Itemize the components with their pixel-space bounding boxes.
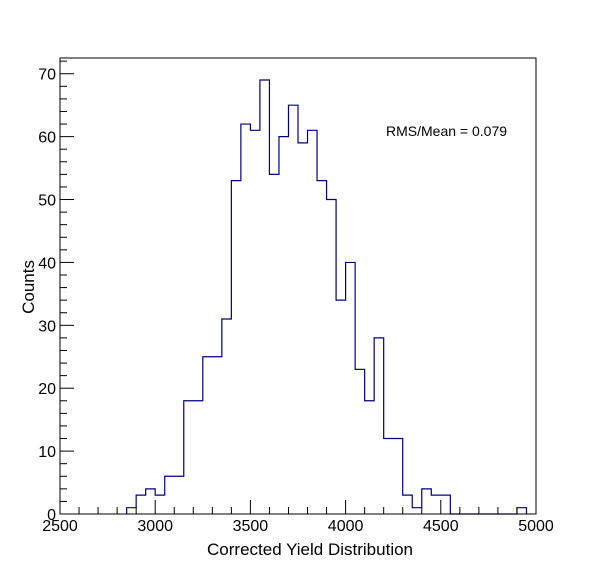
histogram-bin bbox=[241, 124, 251, 514]
histogram-bin bbox=[250, 130, 260, 514]
histogram-bin bbox=[165, 476, 175, 514]
histogram-bin bbox=[193, 401, 203, 514]
histogram-bin bbox=[231, 181, 241, 514]
histogram-bin bbox=[136, 495, 146, 514]
x-tick-label: 5000 bbox=[518, 518, 554, 535]
histogram-bin bbox=[146, 489, 156, 514]
histogram-bin bbox=[288, 105, 298, 514]
tick-labels: 2500 3000 3500 4000 4500 5000 0 10 20 30 40 50 60 70 bbox=[38, 67, 554, 535]
histogram-outline bbox=[126, 79, 528, 515]
y-tick-label: 20 bbox=[38, 381, 56, 398]
y-tick-label: 10 bbox=[38, 444, 56, 461]
y-tick-label: 30 bbox=[38, 318, 56, 335]
histogram-bin bbox=[355, 369, 365, 514]
histogram-bin bbox=[517, 508, 527, 514]
histogram-bin bbox=[412, 508, 422, 514]
histogram-bin bbox=[155, 495, 165, 514]
histogram-bin bbox=[269, 174, 279, 514]
x-tick-label: 4000 bbox=[328, 518, 364, 535]
histogram-bin bbox=[127, 508, 137, 514]
y-tick-label: 70 bbox=[38, 67, 56, 84]
histogram-bin bbox=[212, 357, 222, 514]
x-tick-label: 3000 bbox=[137, 518, 173, 535]
histogram-bin bbox=[336, 300, 346, 514]
x-axis-label: Corrected Yield Distribution bbox=[207, 540, 413, 559]
histogram-bin bbox=[431, 495, 441, 514]
histogram-bin bbox=[203, 357, 213, 514]
histogram-bin bbox=[279, 137, 289, 514]
histogram-bin bbox=[184, 401, 194, 514]
rms-mean-annotation: RMS/Mean = 0.079 bbox=[386, 123, 507, 139]
histogram-bin bbox=[403, 495, 413, 514]
histogram-bin bbox=[374, 338, 384, 514]
histogram-bin bbox=[222, 319, 232, 514]
histogram-layer bbox=[126, 79, 528, 515]
histogram-bin bbox=[365, 401, 375, 514]
histogram-bin bbox=[260, 80, 270, 514]
y-tick-label: 40 bbox=[38, 255, 56, 272]
histogram-bin bbox=[317, 181, 327, 514]
x-tick-label: 4500 bbox=[423, 518, 459, 535]
histogram-bin bbox=[422, 489, 432, 514]
histogram-bin bbox=[308, 130, 318, 514]
y-axis-label: Counts bbox=[19, 260, 38, 314]
y-tick-label: 0 bbox=[47, 507, 56, 524]
x-tick-label: 3500 bbox=[233, 518, 269, 535]
y-tick-label: 50 bbox=[38, 193, 56, 210]
plot-frame bbox=[59, 57, 537, 515]
histogram-bin bbox=[346, 262, 356, 514]
histogram-bin bbox=[441, 495, 451, 514]
histogram-bin bbox=[327, 200, 337, 514]
histogram-bin bbox=[393, 439, 403, 514]
x-tick-label: 2500 bbox=[42, 518, 78, 535]
histogram-bin bbox=[298, 143, 308, 514]
y-tick-label: 60 bbox=[38, 130, 56, 147]
histogram-bin bbox=[384, 439, 394, 514]
histogram-bin bbox=[174, 476, 184, 514]
axis-ticks bbox=[59, 60, 537, 515]
